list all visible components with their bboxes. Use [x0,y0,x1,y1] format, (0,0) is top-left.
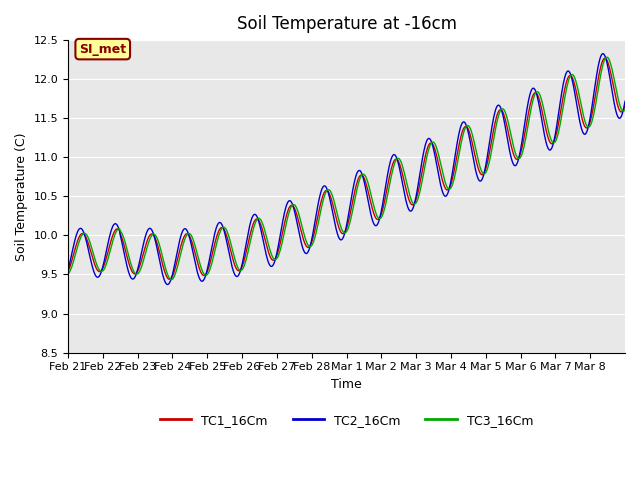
Line: TC1_16Cm: TC1_16Cm [68,58,625,279]
TC2_16Cm [600,51,607,57]
X-axis label: Time: Time [331,378,362,391]
TC1_16Cm [436,167,444,172]
TC2_16Cm [282,207,289,213]
Line: TC3_16Cm: TC3_16Cm [68,57,625,280]
Title: Soil Temperature at -16cm: Soil Temperature at -16cm [237,15,456,33]
Text: SI_met: SI_met [79,43,126,56]
TC2_16Cm [436,179,444,184]
TC1_16Cm [64,268,72,274]
TC2_16Cm [129,276,137,282]
TC1_16Cm [166,276,173,282]
Legend: TC1_16Cm, TC2_16Cm, TC3_16Cm: TC1_16Cm, TC2_16Cm, TC3_16Cm [155,409,538,432]
TC2_16Cm [621,98,629,104]
TC3_16Cm [64,271,72,277]
TC1_16Cm [233,266,241,272]
TC2_16Cm [233,274,241,279]
Y-axis label: Soil Temperature (C): Soil Temperature (C) [15,132,28,261]
TC2_16Cm [164,282,172,288]
TC2_16Cm [404,206,412,212]
TC3_16Cm [233,262,241,267]
TC3_16Cm [436,157,444,163]
TC1_16Cm [601,55,609,61]
TC1_16Cm [621,103,629,108]
TC2_16Cm [64,267,72,273]
TC3_16Cm [260,225,268,231]
TC1_16Cm [260,233,268,239]
TC2_16Cm [260,242,268,248]
TC3_16Cm [603,54,611,60]
TC3_16Cm [282,226,289,231]
TC3_16Cm [129,268,137,274]
Line: TC2_16Cm: TC2_16Cm [68,54,625,285]
TC3_16Cm [621,107,629,112]
TC1_16Cm [282,218,289,224]
TC1_16Cm [404,196,412,202]
TC3_16Cm [167,277,175,283]
TC1_16Cm [129,270,137,276]
TC3_16Cm [404,188,412,194]
